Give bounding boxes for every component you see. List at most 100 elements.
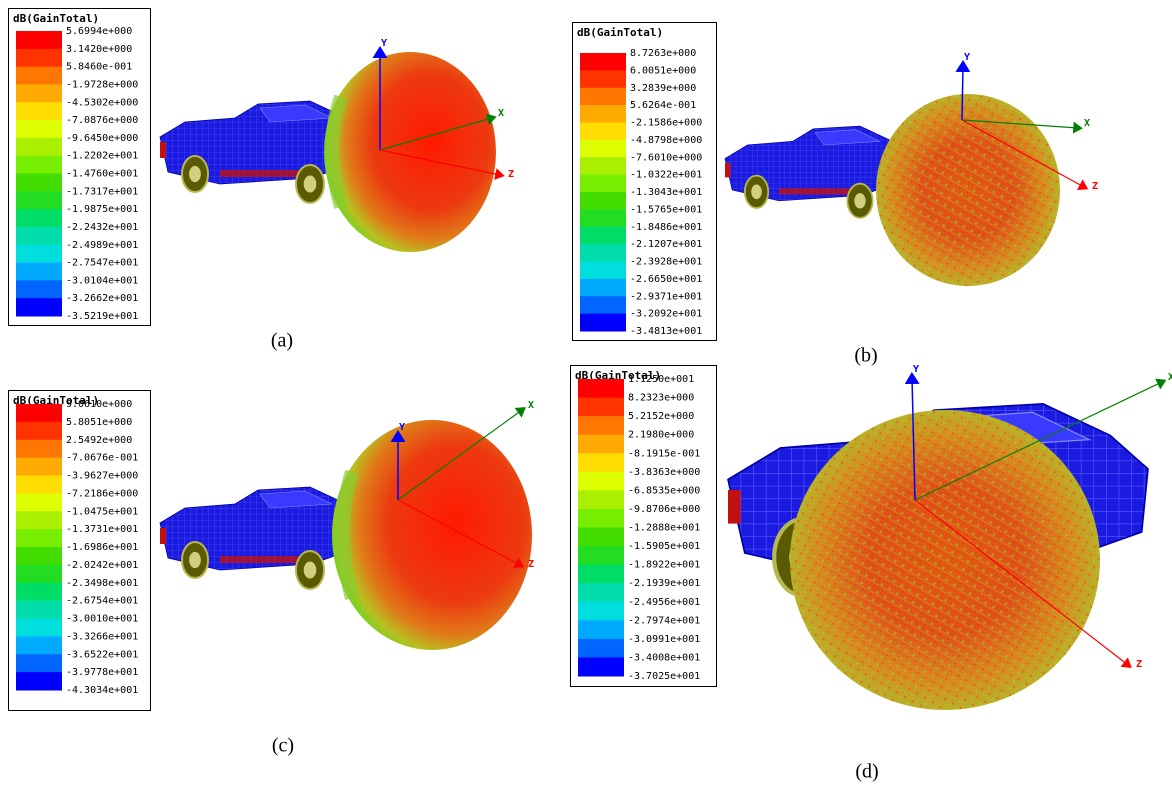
legend-label: -2.4989e+001 — [66, 240, 138, 251]
legend-label: -1.5765e+001 — [630, 204, 702, 215]
car-tail — [160, 142, 166, 158]
legend-swatch — [578, 583, 624, 602]
axis-label: X — [1084, 118, 1090, 129]
legend-label: -2.9371e+001 — [630, 291, 702, 302]
car-hub — [304, 561, 317, 578]
legend-swatch — [16, 84, 62, 102]
legend-swatch — [580, 175, 626, 193]
legend-label: 5.8051e+000 — [66, 417, 132, 428]
legend-swatch — [16, 511, 62, 529]
legend-label: -7.0876e+000 — [66, 115, 138, 126]
legend-swatch — [580, 227, 626, 245]
legend-label: -1.4760e+001 — [66, 169, 138, 180]
legend-label: 5.6994e+000 — [66, 26, 132, 37]
car-hub — [304, 175, 317, 192]
car-hub — [751, 185, 762, 200]
legend-swatch — [16, 565, 62, 583]
legend-label: -1.0475e+001 — [66, 506, 138, 517]
legend-label: -8.1915e-001 — [628, 448, 700, 459]
legend-label: -2.1586e+000 — [630, 118, 702, 129]
legend-label: -1.8922e+001 — [628, 560, 700, 571]
legend-label: -2.7974e+001 — [628, 615, 700, 626]
legend-swatch — [580, 140, 626, 158]
axis-label: Y — [381, 38, 387, 49]
legend-swatch — [16, 298, 62, 316]
legend-label: -2.3498e+001 — [66, 578, 138, 589]
legend-label: -1.3731e+001 — [66, 524, 138, 535]
legend-label: -2.7547e+001 — [66, 258, 138, 269]
legend-label: -1.5905e+001 — [628, 541, 700, 552]
legend-swatch — [580, 262, 626, 280]
legend-swatch — [578, 602, 624, 621]
axis-label: Z — [1092, 181, 1098, 192]
legend-label: -4.8798e+000 — [630, 135, 702, 146]
legend-swatch — [580, 244, 626, 262]
legend-swatch — [16, 654, 62, 672]
legend-swatch — [16, 529, 62, 547]
legend-label: -2.2432e+001 — [66, 222, 138, 233]
legend-label: -1.9728e+000 — [66, 79, 138, 90]
legend-swatch — [580, 70, 626, 88]
car-hub — [854, 193, 865, 208]
legend-label: -9.6450e+000 — [66, 133, 138, 144]
car-tail — [160, 528, 166, 544]
legend-label: -4.3034e+001 — [66, 685, 138, 696]
legend-swatch — [16, 404, 62, 422]
legend-title: dB(GainTotal) — [13, 12, 99, 25]
legend-label: -9.8706e+000 — [628, 504, 700, 515]
legend-swatch — [16, 601, 62, 619]
legend-swatch — [578, 379, 624, 398]
legend-label: -7.2186e+000 — [66, 488, 138, 499]
legend-title: dB(GainTotal) — [577, 26, 663, 39]
figure: YXZdB(GainTotal)5.6994e+0003.1420e+0005.… — [0, 0, 1172, 786]
legend-swatch — [578, 546, 624, 565]
legend-label: -3.0010e+001 — [66, 614, 138, 625]
axis-label: X — [498, 108, 504, 119]
legend-label: 2.1980e+000 — [628, 430, 694, 441]
legend-label: -2.6754e+001 — [66, 596, 138, 607]
car-hub — [189, 166, 201, 182]
legend-swatch — [16, 583, 62, 601]
legend-label: -6.8535e+000 — [628, 485, 700, 496]
legend-swatch — [16, 156, 62, 174]
legend-label: -1.0322e+001 — [630, 170, 702, 181]
legend-swatch — [578, 657, 624, 676]
legend-label: -3.4813e+001 — [630, 326, 702, 337]
car-model — [160, 487, 360, 589]
legend-swatch — [16, 67, 62, 85]
legend-swatch — [16, 440, 62, 458]
axis-label: Y — [399, 422, 405, 433]
legend-label: -1.2888e+001 — [628, 523, 700, 534]
axis-label: Z — [1136, 659, 1142, 670]
caption: (a) — [271, 330, 293, 352]
legend-label: -1.8486e+001 — [630, 222, 702, 233]
legend-swatch — [16, 174, 62, 192]
axis-label: X — [1168, 372, 1172, 383]
axis-label: Y — [964, 52, 970, 63]
legend-label: 3.2839e+000 — [630, 83, 696, 94]
legend-label: -3.9627e+000 — [66, 471, 138, 482]
legend-swatch — [16, 138, 62, 156]
legend-label: -2.0242e+001 — [66, 560, 138, 571]
legend-swatch — [578, 528, 624, 547]
legend-label: -3.2092e+001 — [630, 309, 702, 320]
legend-swatch — [16, 280, 62, 298]
legend-swatch — [580, 157, 626, 175]
legend-label: -2.1939e+001 — [628, 578, 700, 589]
legend-swatch — [578, 490, 624, 509]
legend-swatch — [578, 472, 624, 491]
legend-label: -3.0991e+001 — [628, 634, 700, 645]
car-tail — [728, 490, 741, 524]
legend-label: 8.2323e+000 — [628, 393, 694, 404]
legend-swatch — [580, 192, 626, 210]
legend-label: -2.4956e+001 — [628, 597, 700, 608]
legend-label: -3.4008e+001 — [628, 652, 700, 663]
legend-swatch — [578, 639, 624, 658]
legend-swatch — [578, 398, 624, 417]
legend-swatch — [580, 105, 626, 123]
legend-swatch — [580, 296, 626, 314]
radiation-pattern — [332, 420, 532, 650]
legend-swatch — [578, 509, 624, 528]
legend-swatch — [578, 453, 624, 472]
legend-label: -3.9778e+001 — [66, 667, 138, 678]
